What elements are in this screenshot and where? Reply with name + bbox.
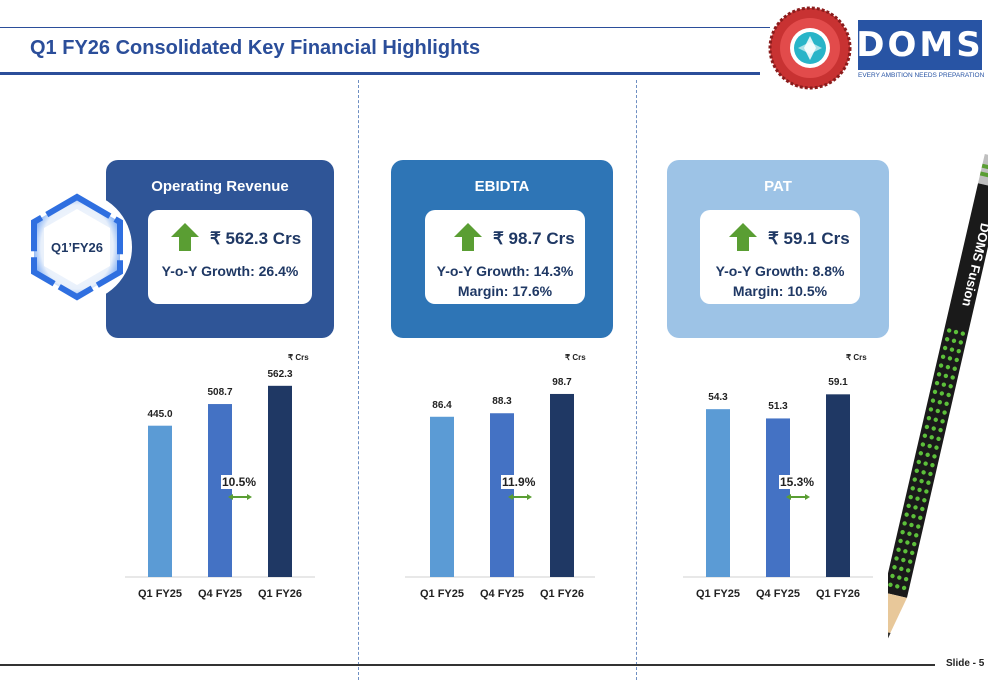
card-growth: Y-o-Y Growth: 8.8%: [715, 263, 845, 279]
pencil-illustration: DOMS Fusion: [888, 153, 988, 649]
chart-category-label: Q4 FY25: [755, 588, 801, 600]
chart-bar: [268, 385, 292, 577]
period-badge-label: Q1’FY26: [50, 240, 104, 255]
card-metric-box: ₹ 562.3 Crs Y-o-Y Growth: 26.4%: [148, 210, 312, 304]
chart-bar: [826, 394, 850, 577]
card-growth: Y-o-Y Growth: 14.3%: [436, 263, 574, 279]
card-margin: Margin: 17.6%: [457, 283, 553, 299]
brand-tagline: EVERY AMBITION NEEDS PREPARATION: [858, 72, 985, 79]
card-title: PAT: [764, 178, 792, 195]
chart-data-label: 59.1: [828, 377, 848, 389]
card-margin: Margin: 10.5%: [732, 283, 828, 299]
footer-rule: [0, 664, 935, 666]
up-arrow-icon: [729, 223, 757, 251]
chart-bar: [706, 409, 730, 577]
slide-number: Slide - 5: [946, 658, 985, 669]
chart-data-label: 86.4: [432, 399, 452, 411]
page-title: Q1 FY26 Consolidated Key Financial Highl…: [30, 37, 481, 59]
header-top-rule: [0, 27, 770, 28]
brand-seal-icon: [768, 6, 852, 90]
chart-bar: [766, 418, 790, 577]
card-metric-box: ₹ 98.7 Crs Y-o-Y Growth: 14.3% Margin: 1…: [425, 210, 585, 304]
chart-category-label: Q4 FY25: [479, 588, 525, 600]
chart-category-label: Q1 FY26: [539, 588, 585, 600]
chart-data-label: 562.3: [267, 368, 293, 380]
chart-bar: [208, 404, 232, 577]
operating-revenue-card: Operating Revenue ₹ 562.3 Crs Y-o-Y Grow…: [106, 160, 334, 338]
chart-category-label: Q1 FY25: [695, 588, 741, 600]
period-badge: Q1’FY26: [22, 185, 132, 305]
chart-bar: [148, 425, 172, 577]
chart-unit-label: ₹ Crs: [288, 353, 309, 362]
chart-plot: [125, 385, 315, 578]
column-divider: [636, 80, 637, 680]
up-arrow-icon: [171, 223, 199, 251]
growth-double-arrow-icon: [508, 494, 532, 500]
pat-card: PAT ₹ 59.1 Crs Y-o-Y Growth: 8.8% Margin…: [667, 160, 889, 338]
revenue-chart: ₹ Crs 445.0 Q1 FY25 508.7 Q4 FY25 562.3 Q1 FY2…: [125, 345, 315, 610]
chart-data-label: 445.0: [147, 408, 173, 420]
chart-growth-label: 15.3%: [779, 475, 816, 489]
chart-category-label: Q4 FY25: [197, 588, 243, 600]
chart-category-label: Q1 FY25: [137, 588, 183, 600]
chart-growth-label: 11.9%: [501, 475, 537, 489]
header-rule: [0, 72, 760, 75]
card-amount: ₹ 562.3 Crs: [210, 229, 302, 248]
chart-category-label: Q1 FY25: [419, 588, 465, 600]
chart-data-label: 508.7: [207, 387, 233, 399]
growth-double-arrow-icon: [786, 494, 810, 500]
pat-chart: ₹ Crs 54.3 Q1 FY25 51.3 Q4 FY25 59.1 Q1 FY26 15…: [683, 345, 873, 610]
card-title: Operating Revenue: [151, 178, 289, 195]
card-growth: Y-o-Y Growth: 26.4%: [161, 263, 299, 279]
brand-logo: DOMS: [856, 20, 982, 70]
chart-data-label: 54.3: [708, 392, 728, 404]
ebidta-chart: ₹ Crs 86.4 Q1 FY25 88.3 Q4 FY25 98.7 Q1 FY26 11…: [405, 345, 595, 610]
card-amount: ₹ 98.7 Crs: [493, 229, 575, 248]
hexagon-icon: [22, 192, 132, 302]
up-arrow-icon: [454, 223, 482, 251]
chart-bar: [430, 416, 454, 577]
chart-data-label: 88.3: [492, 396, 512, 408]
column-divider: [358, 80, 359, 680]
chart-unit-label: ₹ Crs: [846, 353, 867, 362]
ebidta-card: EBIDTA ₹ 98.7 Crs Y-o-Y Growth: 14.3% Ma…: [391, 160, 613, 338]
chart-data-label: 51.3: [768, 401, 788, 413]
chart-plot: [683, 394, 873, 578]
chart-bar: [490, 413, 514, 577]
chart-category-label: Q1 FY26: [257, 588, 303, 600]
card-title: EBIDTA: [474, 178, 530, 195]
chart-bar: [550, 393, 574, 577]
chart-growth-label: 10.5%: [221, 475, 258, 489]
chart-category-label: Q1 FY26: [815, 588, 861, 600]
chart-data-label: 98.7: [552, 376, 572, 388]
chart-unit-label: ₹ Crs: [565, 353, 586, 362]
card-metric-box: ₹ 59.1 Crs Y-o-Y Growth: 8.8% Margin: 10…: [700, 210, 860, 304]
growth-double-arrow-icon: [228, 494, 252, 500]
chart-plot: [405, 393, 595, 578]
card-amount: ₹ 59.1 Crs: [768, 229, 850, 248]
